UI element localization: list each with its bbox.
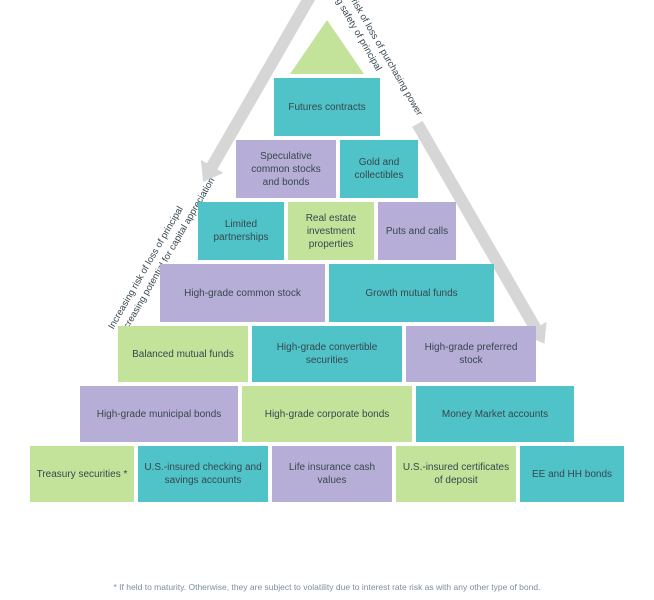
pyramid-row: Speculative common stocks and bondsGold … [17, 140, 637, 198]
pyramid-cell: Growth mutual funds [329, 264, 494, 322]
footnote: * If held to maturity. Otherwise, they a… [0, 582, 654, 592]
pyramid-cell: High-grade corporate bonds [242, 386, 412, 442]
pyramid-cell: EE and HH bonds [520, 446, 624, 502]
pyramid-row: Balanced mutual fundsHigh-grade converti… [17, 326, 637, 382]
pyramid-row: High-grade municipal bondsHigh-grade cor… [17, 386, 637, 442]
pyramid-cell: Speculative common stocks and bonds [236, 140, 336, 198]
pyramid-cell: Balanced mutual funds [118, 326, 248, 382]
investment-pyramid: Futures contractsSpeculative common stoc… [17, 20, 637, 506]
pyramid-cell: High-grade common stock [160, 264, 325, 322]
pyramid-cell: Treasury securities * [30, 446, 134, 502]
pyramid-cell: Puts and calls [378, 202, 456, 260]
pyramid-cell: Futures contracts [274, 78, 380, 136]
pyramid-cell: High-grade convertible securities [252, 326, 402, 382]
pyramid-cell: Life insurance cash values [272, 446, 392, 502]
pyramid-row: Futures contracts [17, 78, 637, 136]
pyramid-cell: U.S.-insured certificates of deposit [396, 446, 516, 502]
pyramid-cell: Money Market accounts [416, 386, 574, 442]
pyramid-cell: High-grade preferred stock [406, 326, 536, 382]
pyramid-cell: Real estate investment properties [288, 202, 374, 260]
pyramid-row: Limited partnershipsReal estate investme… [17, 202, 637, 260]
pyramid-row: High-grade common stockGrowth mutual fun… [17, 264, 637, 322]
pyramid-row: Treasury securities *U.S.-insured checki… [17, 446, 637, 502]
pyramid-cell: U.S.-insured checking and savings accoun… [138, 446, 268, 502]
pyramid-cell: Limited partnerships [198, 202, 284, 260]
pyramid-cell: Gold and collectibles [340, 140, 418, 198]
pyramid-cell: High-grade municipal bonds [80, 386, 238, 442]
pyramid-apex [290, 20, 364, 74]
